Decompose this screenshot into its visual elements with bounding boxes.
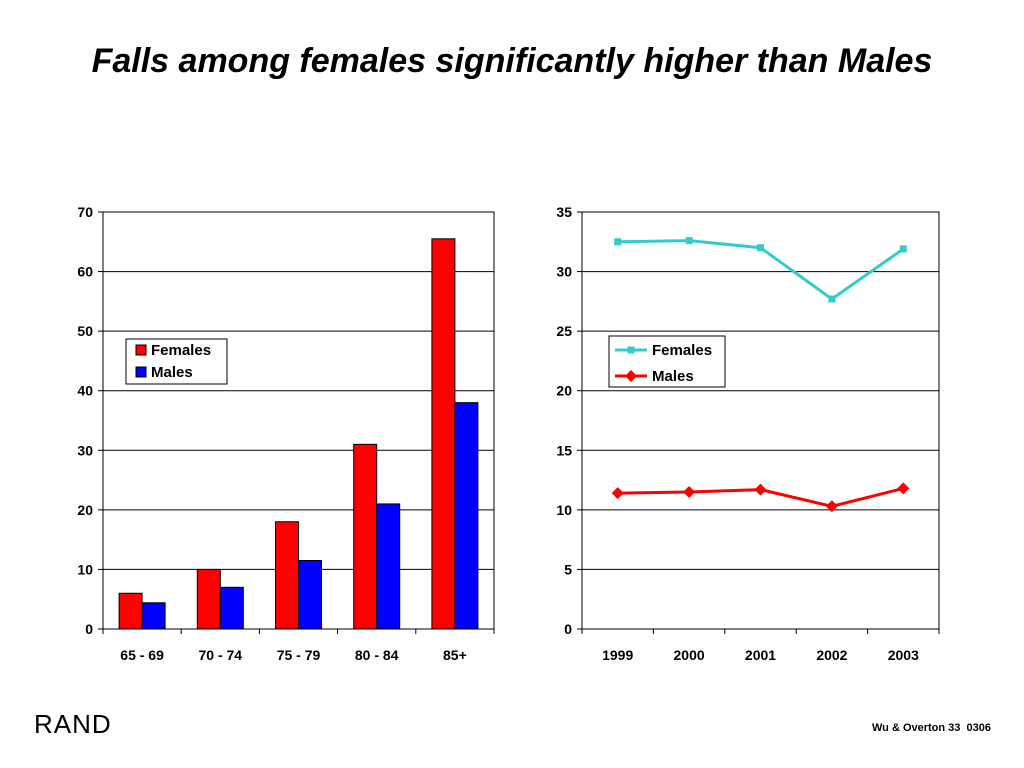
x-tick-label: 2000 <box>674 647 705 663</box>
bar-males-85 <box>454 402 479 630</box>
point-males-2001 <box>754 483 767 496</box>
y-tick-label: 25 <box>556 323 572 339</box>
legend-swatch-females <box>135 344 147 356</box>
legend-label-males: Males <box>151 364 193 381</box>
y-tick-label: 30 <box>556 264 572 280</box>
point-males-2003 <box>897 482 910 495</box>
rand-logo: RAND <box>34 709 112 739</box>
bar-legend: Females Males <box>125 338 228 385</box>
y-tick-label: 60 <box>77 264 93 280</box>
legend-label-females: Females <box>151 342 211 359</box>
y-tick-label: 20 <box>77 502 93 518</box>
point-females-2002 <box>828 295 836 303</box>
y-tick-label: 15 <box>556 442 572 458</box>
x-tick-label: 2001 <box>745 647 776 663</box>
point-males-1999 <box>611 487 624 500</box>
y-tick-label: 70 <box>77 204 93 220</box>
plot-frame <box>581 211 940 630</box>
legend-label-females: Females <box>652 342 712 359</box>
legend-marker-females <box>627 346 635 354</box>
x-tick-label: 65 - 69 <box>120 647 164 663</box>
y-tick-label: 0 <box>564 621 572 637</box>
y-tick-label: 10 <box>556 502 572 518</box>
x-tick-label: 75 - 79 <box>277 647 321 663</box>
bar-males-75-79 <box>298 559 322 630</box>
point-females-1999 <box>614 238 622 246</box>
y-tick-label: 30 <box>77 442 93 458</box>
x-tick-label: 70 - 74 <box>199 647 243 663</box>
bar-males-70-74 <box>219 586 244 630</box>
slide-title: Falls among females significantly higher… <box>91 42 933 80</box>
point-females-2000 <box>685 237 693 245</box>
y-tick-label: 40 <box>77 383 93 399</box>
y-tick-label: 5 <box>564 561 572 577</box>
bar-males-65-69 <box>141 602 166 630</box>
x-tick-label: 2002 <box>816 647 847 663</box>
point-males-2002 <box>825 500 838 513</box>
y-tick-label: 10 <box>77 561 93 577</box>
x-tick-label: 85+ <box>443 647 467 663</box>
y-tick-label: 20 <box>556 383 572 399</box>
footer-credit: Wu & Overton 33 0306 <box>871 722 991 734</box>
x-tick-label: 80 - 84 <box>355 647 399 663</box>
y-tick-label: 35 <box>556 204 572 220</box>
y-tick-label: 0 <box>85 621 93 637</box>
y-tick-label: 50 <box>77 323 93 339</box>
x-tick-label: 1999 <box>602 647 633 663</box>
point-females-2001 <box>757 244 764 252</box>
legend-swatch-males <box>135 366 147 378</box>
point-males-2000 <box>683 485 696 498</box>
bar-males-80-84 <box>376 503 401 630</box>
legend-label-males: Males <box>652 368 694 385</box>
line-legend: Females Males <box>608 335 726 388</box>
x-tick-label: 2003 <box>888 647 919 663</box>
point-females-2003 <box>899 245 907 253</box>
legend-marker-males <box>625 370 637 382</box>
